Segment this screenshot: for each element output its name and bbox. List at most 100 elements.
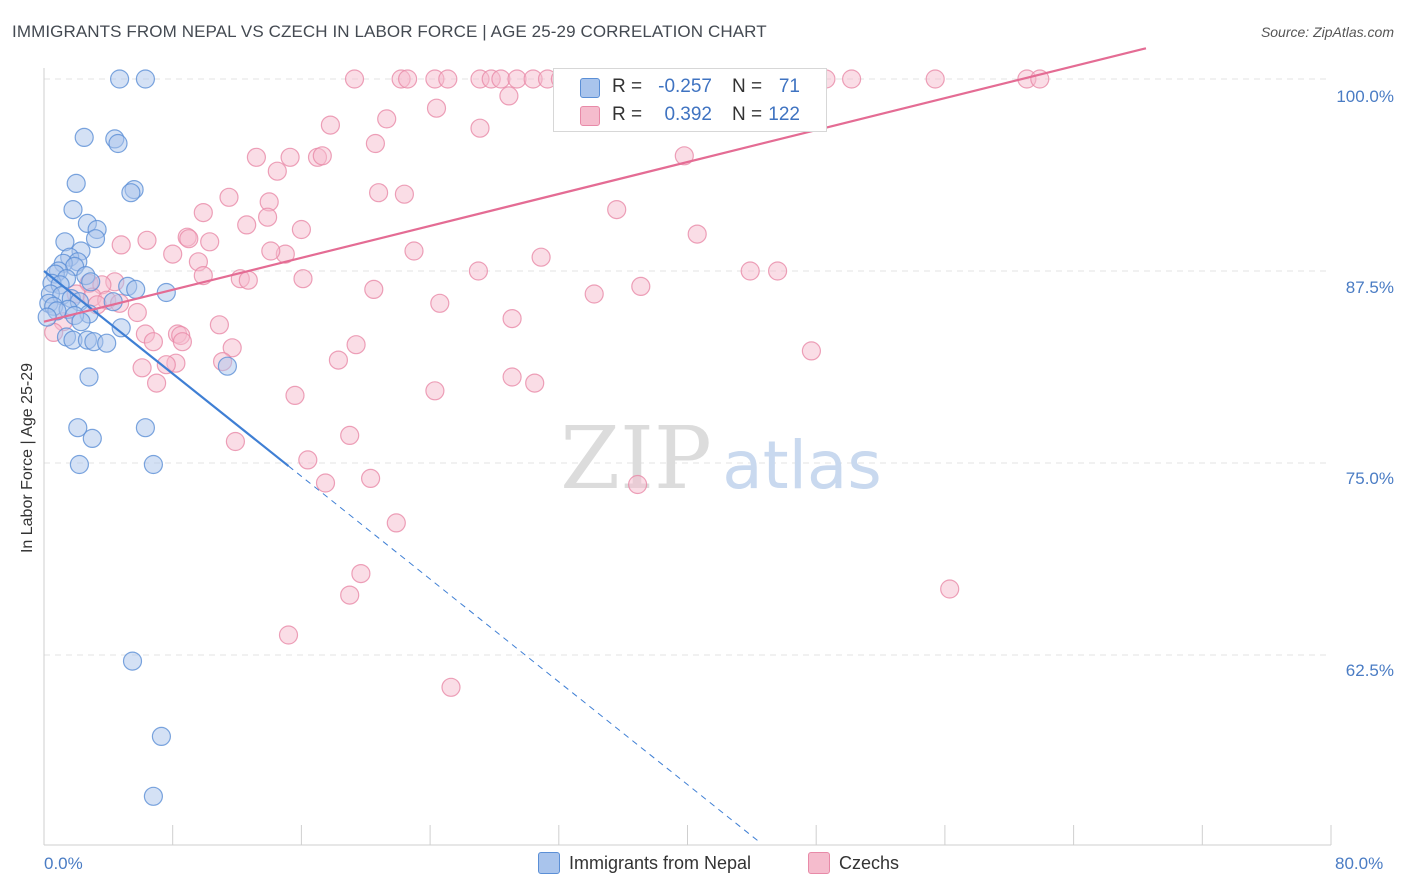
czech-point xyxy=(394,184,414,204)
nepal-point xyxy=(143,786,163,806)
czech-point xyxy=(631,276,651,296)
nepal-trend-line xyxy=(43,270,290,467)
czech-point xyxy=(344,69,365,89)
czech-point xyxy=(441,677,461,697)
czech-point xyxy=(470,118,490,138)
correlation-legend: R = -0.257 N = 71 R = 0.392 N = 122 xyxy=(553,68,827,132)
legend-swatch-nepal xyxy=(580,78,600,98)
czech-point xyxy=(365,133,385,154)
nepal-point xyxy=(66,173,86,193)
czech-point xyxy=(298,450,318,470)
czech-point xyxy=(346,335,366,355)
czech-point xyxy=(687,224,707,244)
nepal-point xyxy=(135,69,155,89)
czech-point xyxy=(627,474,648,495)
czech-point xyxy=(468,261,488,281)
nepal-trend-extension xyxy=(288,465,761,843)
czech-point xyxy=(193,203,213,223)
czech-point xyxy=(925,69,945,89)
nepal-point xyxy=(68,418,88,438)
legend-n-value-czech: 122 xyxy=(768,104,800,125)
source-label[interactable]: Source: ZipAtlas.com xyxy=(1260,24,1394,40)
czech-point xyxy=(364,279,384,299)
bottom-legend-label-czech: Czechs xyxy=(839,853,900,873)
watermark-zip: ZIP xyxy=(560,409,712,509)
czech-point xyxy=(430,293,450,313)
nepal-point xyxy=(121,183,141,203)
chart-title: IMMIGRANTS FROM NEPAL VS CZECH IN LABOR … xyxy=(12,22,767,41)
czech-point xyxy=(200,232,220,252)
legend-n-label: N = xyxy=(732,104,763,125)
czech-point xyxy=(502,367,522,387)
y-axis-label: In Labor Force | Age 25-29 xyxy=(19,362,36,554)
czech-point xyxy=(278,625,299,645)
czech-point xyxy=(156,355,176,375)
nepal-point xyxy=(135,418,155,438)
legend-r-value-nepal: -0.257 xyxy=(658,76,712,97)
gridlines xyxy=(44,78,1331,656)
czech-point xyxy=(502,309,522,329)
czech-point xyxy=(404,241,424,261)
czech-point xyxy=(225,431,245,452)
czech-point xyxy=(163,244,183,264)
nepal-point xyxy=(143,454,163,475)
czech-point xyxy=(351,563,371,584)
axes xyxy=(43,68,1332,846)
bottom-legend-swatch-czech xyxy=(808,852,830,874)
nepal-point xyxy=(122,651,143,671)
nepal-point xyxy=(111,318,131,338)
czech-point xyxy=(246,147,266,167)
nepal-point xyxy=(69,454,90,475)
czech-point xyxy=(137,230,157,250)
czech-point xyxy=(940,579,960,599)
czech-point xyxy=(258,207,278,227)
czech-point xyxy=(209,315,229,335)
czech-point xyxy=(425,381,445,401)
czech-point xyxy=(147,373,167,393)
nepal-point xyxy=(81,272,101,292)
y-tick-87-5: 87.5% xyxy=(1345,278,1394,297)
czech-points xyxy=(44,69,1050,697)
czech-point xyxy=(386,513,406,533)
legend-r-label: R = xyxy=(612,76,643,97)
czech-point xyxy=(801,341,822,361)
czech-point xyxy=(261,241,281,261)
czech-point xyxy=(767,261,788,281)
czech-point xyxy=(237,215,257,235)
nepal-point xyxy=(37,307,57,327)
czech-point xyxy=(267,161,287,181)
czech-point xyxy=(525,373,545,393)
nepal-point xyxy=(97,333,117,353)
legend-swatch-czech xyxy=(580,106,600,126)
czech-trend-line xyxy=(43,47,1147,323)
czech-point xyxy=(320,115,340,135)
czech-point xyxy=(507,69,527,89)
nepal-point xyxy=(151,726,171,747)
czech-point xyxy=(293,269,313,289)
bottom-legend-swatch-nepal xyxy=(538,852,560,874)
nepal-point xyxy=(103,292,123,312)
czech-point xyxy=(426,98,447,118)
czech-point xyxy=(499,86,519,106)
nepal-point xyxy=(109,69,130,89)
czech-point xyxy=(172,332,192,352)
czech-point xyxy=(369,183,389,203)
czech-point xyxy=(312,146,332,166)
nepal-point xyxy=(126,279,146,299)
czech-point xyxy=(740,261,760,281)
czech-point xyxy=(398,69,418,89)
czech-point xyxy=(438,69,458,89)
y-tick-100: 100.0% xyxy=(1336,87,1394,106)
legend-r-label: R = xyxy=(612,104,643,125)
czech-point xyxy=(219,187,239,207)
x-tick-80: 80.0% xyxy=(1335,854,1384,873)
nepal-point xyxy=(85,229,106,249)
czech-point xyxy=(132,358,152,378)
czech-point xyxy=(328,350,348,370)
czech-point xyxy=(361,468,381,488)
czech-point xyxy=(841,69,862,89)
czech-point xyxy=(584,284,604,304)
czech-point xyxy=(377,109,397,129)
czech-point xyxy=(491,69,511,89)
